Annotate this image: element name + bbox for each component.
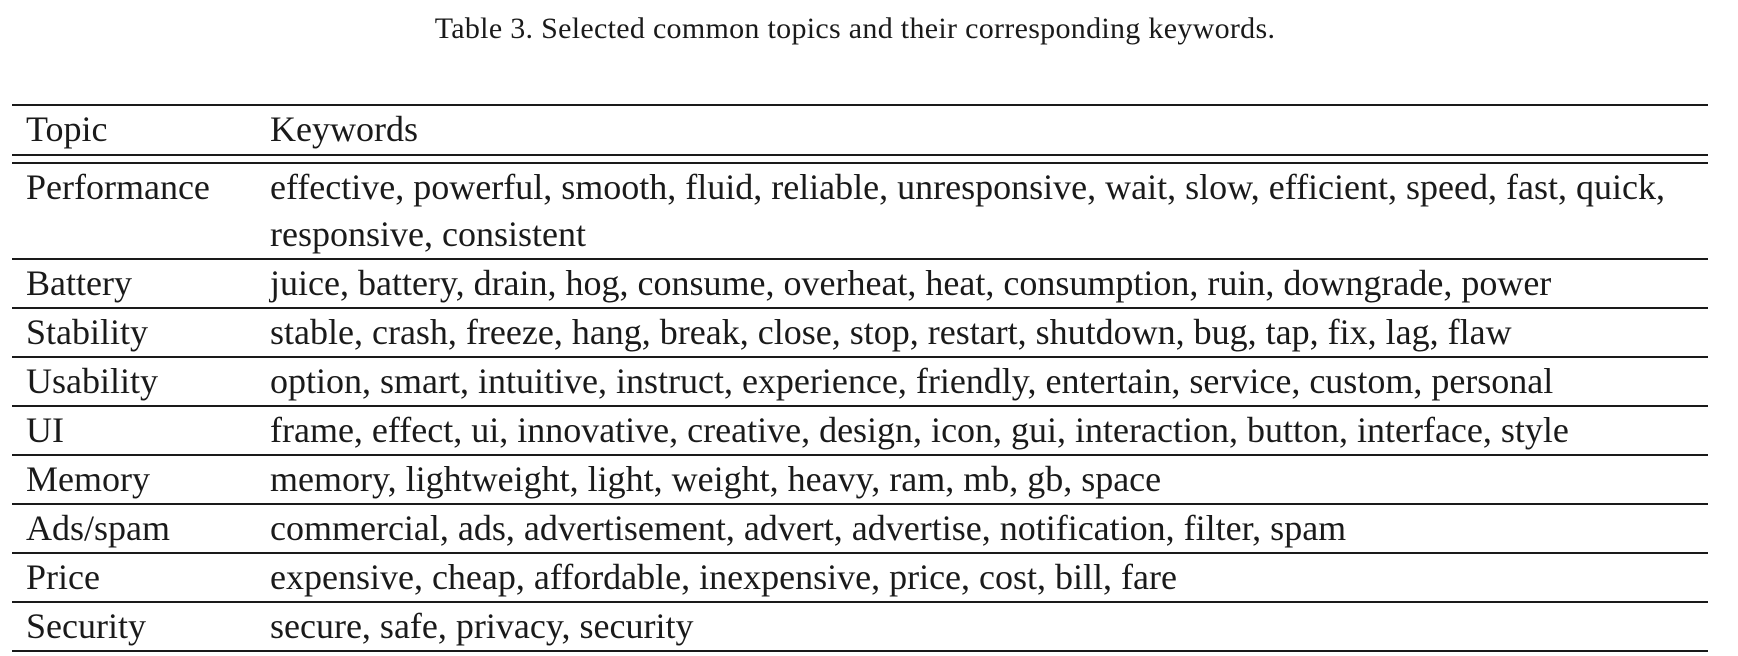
keywords-cell: stable, crash, freeze, hang, break, clos… bbox=[270, 308, 1708, 358]
keywords-cell: juice, battery, drain, hog, consume, ove… bbox=[270, 259, 1708, 309]
keywords-cell: option, smart, intuitive, instruct, expe… bbox=[270, 357, 1708, 407]
keywords-cell: secure, safe, privacy, security bbox=[270, 602, 1708, 652]
topics-table: Topic Keywords Performance effective, po… bbox=[12, 104, 1708, 652]
table-header-row: Topic Keywords bbox=[12, 104, 1708, 156]
table-row: Battery juice, battery, drain, hog, cons… bbox=[12, 259, 1708, 309]
keywords-cell: commercial, ads, advertisement, advert, … bbox=[270, 504, 1708, 554]
topic-cell: Performance bbox=[12, 163, 270, 260]
table-row: Ads/spam commercial, ads, advertisement,… bbox=[12, 504, 1708, 554]
keywords-cell: effective, powerful, smooth, fluid, reli… bbox=[270, 163, 1708, 260]
header-keywords: Keywords bbox=[270, 104, 1708, 156]
topic-cell: Battery bbox=[12, 259, 270, 309]
table-row: Price expensive, cheap, affordable, inex… bbox=[12, 553, 1708, 603]
topic-cell: UI bbox=[12, 406, 270, 456]
topic-cell: Usability bbox=[12, 357, 270, 407]
header-topic: Topic bbox=[12, 104, 270, 156]
table-row: Usability option, smart, intuitive, inst… bbox=[12, 357, 1708, 407]
keywords-cell: memory, lightweight, light, weight, heav… bbox=[270, 455, 1708, 505]
topic-cell: Security bbox=[12, 602, 270, 652]
table-row: UI frame, effect, ui, innovative, creati… bbox=[12, 406, 1708, 456]
keywords-cell: frame, effect, ui, innovative, creative,… bbox=[270, 406, 1708, 456]
table-row: Memory memory, lightweight, light, weigh… bbox=[12, 455, 1708, 505]
topic-cell: Stability bbox=[12, 308, 270, 358]
table-row: Stability stable, crash, freeze, hang, b… bbox=[12, 308, 1708, 358]
table-row: Performance effective, powerful, smooth,… bbox=[12, 163, 1708, 260]
keywords-cell: expensive, cheap, affordable, inexpensiv… bbox=[270, 553, 1708, 603]
topic-cell: Ads/spam bbox=[12, 504, 270, 554]
table-caption: Table 3. Selected common topics and thei… bbox=[434, 12, 1276, 45]
topic-cell: Memory bbox=[12, 455, 270, 505]
table-row: Security secure, safe, privacy, security bbox=[12, 602, 1708, 652]
topic-cell: Price bbox=[12, 553, 270, 603]
header-double-rule bbox=[12, 155, 1708, 164]
